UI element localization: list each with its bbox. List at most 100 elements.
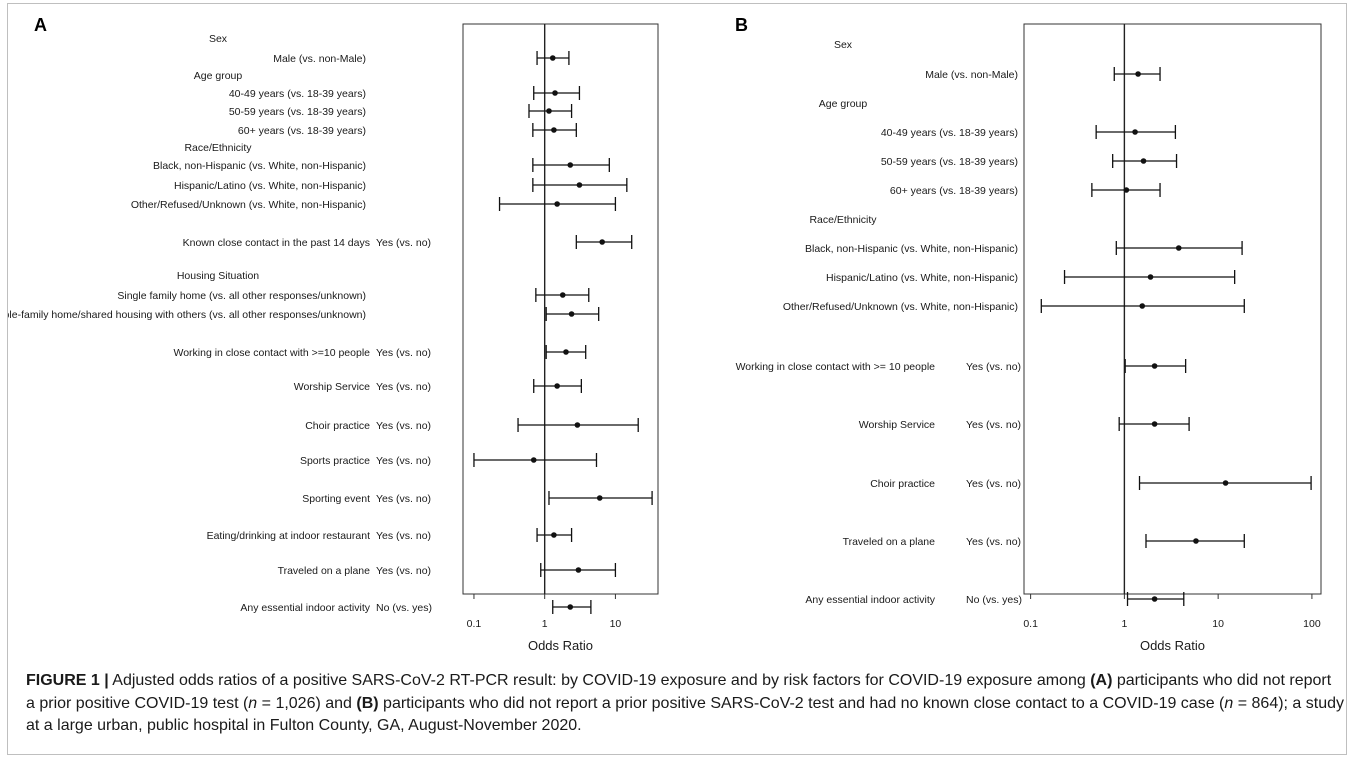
panel-b-row-label: Other/Refused/Unknown (vs. White, non-Hi… <box>783 301 1018 313</box>
panel-a-group-header: Sex <box>209 33 228 45</box>
panel-a-row-level: Yes (vs. no) <box>376 420 431 432</box>
panel-a-row-level: Yes (vs. no) <box>376 237 431 249</box>
panel-b-row-label: Traveled on a plane <box>843 536 936 548</box>
panel-a-group-header: Age group <box>194 70 243 82</box>
panel-a-row-label: Traveled on a plane <box>278 565 371 577</box>
panel-a-row-level: Yes (vs. no) <box>376 565 431 577</box>
panel-a-point-estimate <box>549 55 556 61</box>
panel-b-group-header: Race/Ethnicity <box>809 214 877 226</box>
panel-b-point-estimate <box>1139 303 1146 309</box>
panel-a-point-estimate <box>530 457 537 463</box>
panel-b-row-label: 60+ years (vs. 18-39 years) <box>890 185 1018 197</box>
panel-a-point-estimate <box>551 532 557 538</box>
panel-b-row-level: Yes (vs. no) <box>966 361 1021 373</box>
panel-a-row-level: Yes (vs. no) <box>376 347 431 359</box>
panel-b-row-label: Black, non-Hispanic (vs. White, non-Hisp… <box>805 243 1018 255</box>
caption-text-2: participants who did not report a prior … <box>26 672 1332 712</box>
panel-b-point-estimate <box>1222 480 1229 486</box>
forest-plot-figure: A 0.1 1 10 Odds Ratio Sex Age group Race/Ethnic… <box>8 15 1322 653</box>
panel-a-row-label: Hispanic/Latino (vs. White, non-Hispanic… <box>174 180 366 192</box>
panel-b-point-estimate <box>1140 158 1147 164</box>
panel-a-row-label: 60+ years (vs. 18-39 years) <box>238 125 366 137</box>
panel-b-row-level: Yes (vs. no) <box>966 536 1021 548</box>
panel-a-row-label: Male (vs. non-Male) <box>273 53 366 65</box>
panel-a-row-label: Eating/drinking at indoor restaurant <box>207 530 371 542</box>
panel-b-point-estimate <box>1193 538 1199 544</box>
panel-a-row-label: Multiple-family home/shared housing with… <box>8 309 366 321</box>
panel-a-row-level: No (vs. yes) <box>376 602 432 614</box>
panel-a-row-level: Yes (vs. no) <box>376 455 431 467</box>
panel-b-row-label: 50-59 years (vs. 18-39 years) <box>881 156 1018 168</box>
panel-a-row-label: Choir practice <box>305 420 370 432</box>
panel-a-point-estimate <box>546 108 552 114</box>
panel-a-plot-frame <box>462 23 659 595</box>
panel-b-point-estimate <box>1135 71 1141 77</box>
panel-a-point-estimate <box>554 383 560 389</box>
panel-a-point-estimate <box>559 292 566 298</box>
panel-b-group-header: Age group <box>819 98 868 110</box>
figure-frame: A 0.1 1 10 Odds Ratio Sex Age group Race/Ethnic… <box>7 3 1347 755</box>
panel-a-point-estimate <box>575 567 582 573</box>
caption-n-symbol-2: n <box>1224 694 1234 712</box>
panel-b-point-estimate <box>1123 187 1130 193</box>
panel-b-point-estimate <box>1175 245 1182 251</box>
panel-b-point-estimate <box>1147 274 1154 280</box>
caption-text-4: participants who did not report a prior … <box>378 694 1225 712</box>
panel-a-row-label: Sports practice <box>300 455 370 467</box>
panel-b-row-level: Yes (vs. no) <box>966 478 1021 490</box>
panel-b-x-tick-label: 100 <box>1303 618 1321 630</box>
panel-a-point-estimate <box>552 90 558 96</box>
panel-a-row-label: Other/Refused/Unknown (vs. White, non-Hi… <box>131 199 366 211</box>
panel-b-row-label: Hispanic/Latino (vs. White, non-Hispanic… <box>826 272 1018 284</box>
caption-n-symbol-1: n <box>248 694 258 712</box>
panel-a-point-estimate <box>563 349 569 355</box>
panel-a-group-header: Housing Situation <box>177 270 259 282</box>
panel-a-point-estimate <box>554 201 560 207</box>
panel-a-point-estimate <box>567 604 574 610</box>
panel-a-row-level: Yes (vs. no) <box>376 381 431 393</box>
panel-b-row-level: Yes (vs. no) <box>966 419 1021 431</box>
panel-b-plot-frame <box>1023 23 1322 595</box>
caption-panel-b-ref: (B) <box>356 694 379 712</box>
panel-a-x-tick-label: 0.1 <box>467 618 482 630</box>
panel-b-letter: B <box>735 15 748 35</box>
panel-a-row-label: Known close contact in the past 14 days <box>183 237 370 249</box>
panel-b-row-label: 40-49 years (vs. 18-39 years) <box>881 127 1018 139</box>
panel-b-point-estimate <box>1151 596 1158 602</box>
caption-panel-a-ref: (A) <box>1090 672 1113 689</box>
panel-b-row-label: Worship Service <box>859 419 935 431</box>
panel-a-x-tick-label: 10 <box>610 618 622 630</box>
panel-b-point-estimate <box>1151 363 1158 369</box>
panel-a-point-estimate <box>599 239 605 245</box>
panel-b-row-label: Any essential indoor activity <box>805 594 935 606</box>
panel-a-x-tick-label: 1 <box>542 618 548 630</box>
panel-a-point-estimate <box>596 495 603 501</box>
panel-a-group-header: Race/Ethnicity <box>184 142 252 154</box>
panel-a-row-label: 50-59 years (vs. 18-39 years) <box>229 106 366 118</box>
panel-a-row-label: Any essential indoor activity <box>240 602 370 614</box>
caption-text-5: = 864); a study at a large urban, public… <box>26 694 1345 735</box>
panel-a-row-label: Single family home (vs. all other respon… <box>117 290 366 302</box>
panel-b-group-header: Sex <box>834 39 853 51</box>
panel-a-row-label: 40-49 years (vs. 18-39 years) <box>229 88 366 100</box>
caption-text-1: Adjusted odds ratios of a positive SARS-… <box>108 672 1091 689</box>
caption-label: FIGURE 1 | <box>26 672 109 689</box>
panel-a-row-label: Worship Service <box>294 381 370 393</box>
panel-a-row-label: Black, non-Hispanic (vs. White, non-Hisp… <box>153 160 366 172</box>
figure-caption: FIGURE 1 | Adjusted odds ratios of a pos… <box>26 670 1344 738</box>
caption-text-3: = 1,026) and <box>257 694 357 712</box>
panel-a-row-label: Sporting event <box>302 493 370 505</box>
panel-a-row-level: Yes (vs. no) <box>376 493 431 505</box>
panel-b-point-estimate <box>1132 129 1138 135</box>
panel-b-row-label: Working in close contact with >= 10 peop… <box>736 361 936 373</box>
panel-b-row-label: Choir practice <box>870 478 935 490</box>
panel-b-row-label: Male (vs. non-Male) <box>925 69 1018 81</box>
panel-b-x-tick-label: 10 <box>1212 618 1224 630</box>
panel-a-point-estimate <box>576 182 583 188</box>
panel-a-point-estimate <box>568 311 575 317</box>
panel-a-row-label: Working in close contact with >=10 peopl… <box>173 347 370 359</box>
panel-a-point-estimate <box>551 127 557 133</box>
panel-b-row-level: No (vs. yes) <box>966 594 1022 606</box>
panel-b-x-tick-label: 0.1 <box>1023 618 1038 630</box>
panel-a-row-level: Yes (vs. no) <box>376 530 431 542</box>
